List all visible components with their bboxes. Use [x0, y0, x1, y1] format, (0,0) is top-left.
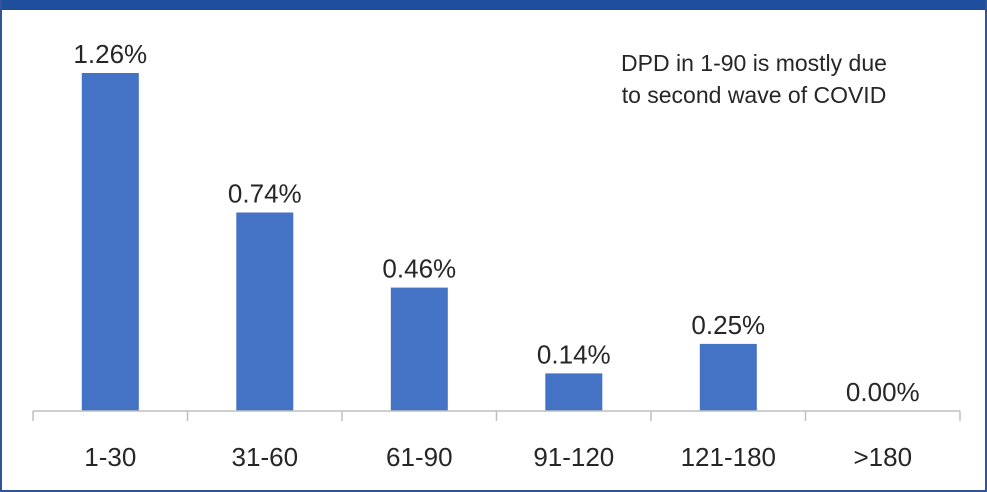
- annotation-line-1: DPD in 1-90 is mostly due: [621, 50, 887, 76]
- bar-1-30: [81, 73, 139, 411]
- x-axis-ticks: [32, 411, 961, 421]
- annotation-line-2: to second wave of COVID: [622, 82, 887, 108]
- top-band: [2, 0, 985, 10]
- bar-91-120: [545, 373, 603, 411]
- bar-31-60: [236, 212, 294, 411]
- value-label-61-90: 0.46%: [382, 254, 456, 284]
- value-label-1-30: 1.26%: [73, 39, 147, 69]
- category-label-121-180: 121-180: [681, 442, 776, 472]
- category-label-91-120: 91-120: [533, 442, 614, 472]
- value-label-91-120: 0.14%: [537, 339, 611, 369]
- x-axis-tick-labels: 1-30 31-60 61-90 91-120 121-180 >180: [84, 442, 912, 472]
- category-label-31-60: 31-60: [232, 442, 299, 472]
- value-label->180: 0.00%: [846, 377, 920, 407]
- category-label-61-90: 61-90: [386, 442, 453, 472]
- bars-group: [81, 73, 757, 411]
- value-label-121-180: 0.25%: [691, 310, 765, 340]
- bar-61-90: [390, 287, 448, 411]
- bar-121-180: [699, 343, 757, 411]
- value-labels-group: 1.26% 0.74% 0.46% 0.14% 0.25% 0.00%: [73, 39, 919, 407]
- value-label-31-60: 0.74%: [228, 179, 302, 209]
- category-label->180: >180: [854, 442, 913, 472]
- category-label-1-30: 1-30: [84, 442, 136, 472]
